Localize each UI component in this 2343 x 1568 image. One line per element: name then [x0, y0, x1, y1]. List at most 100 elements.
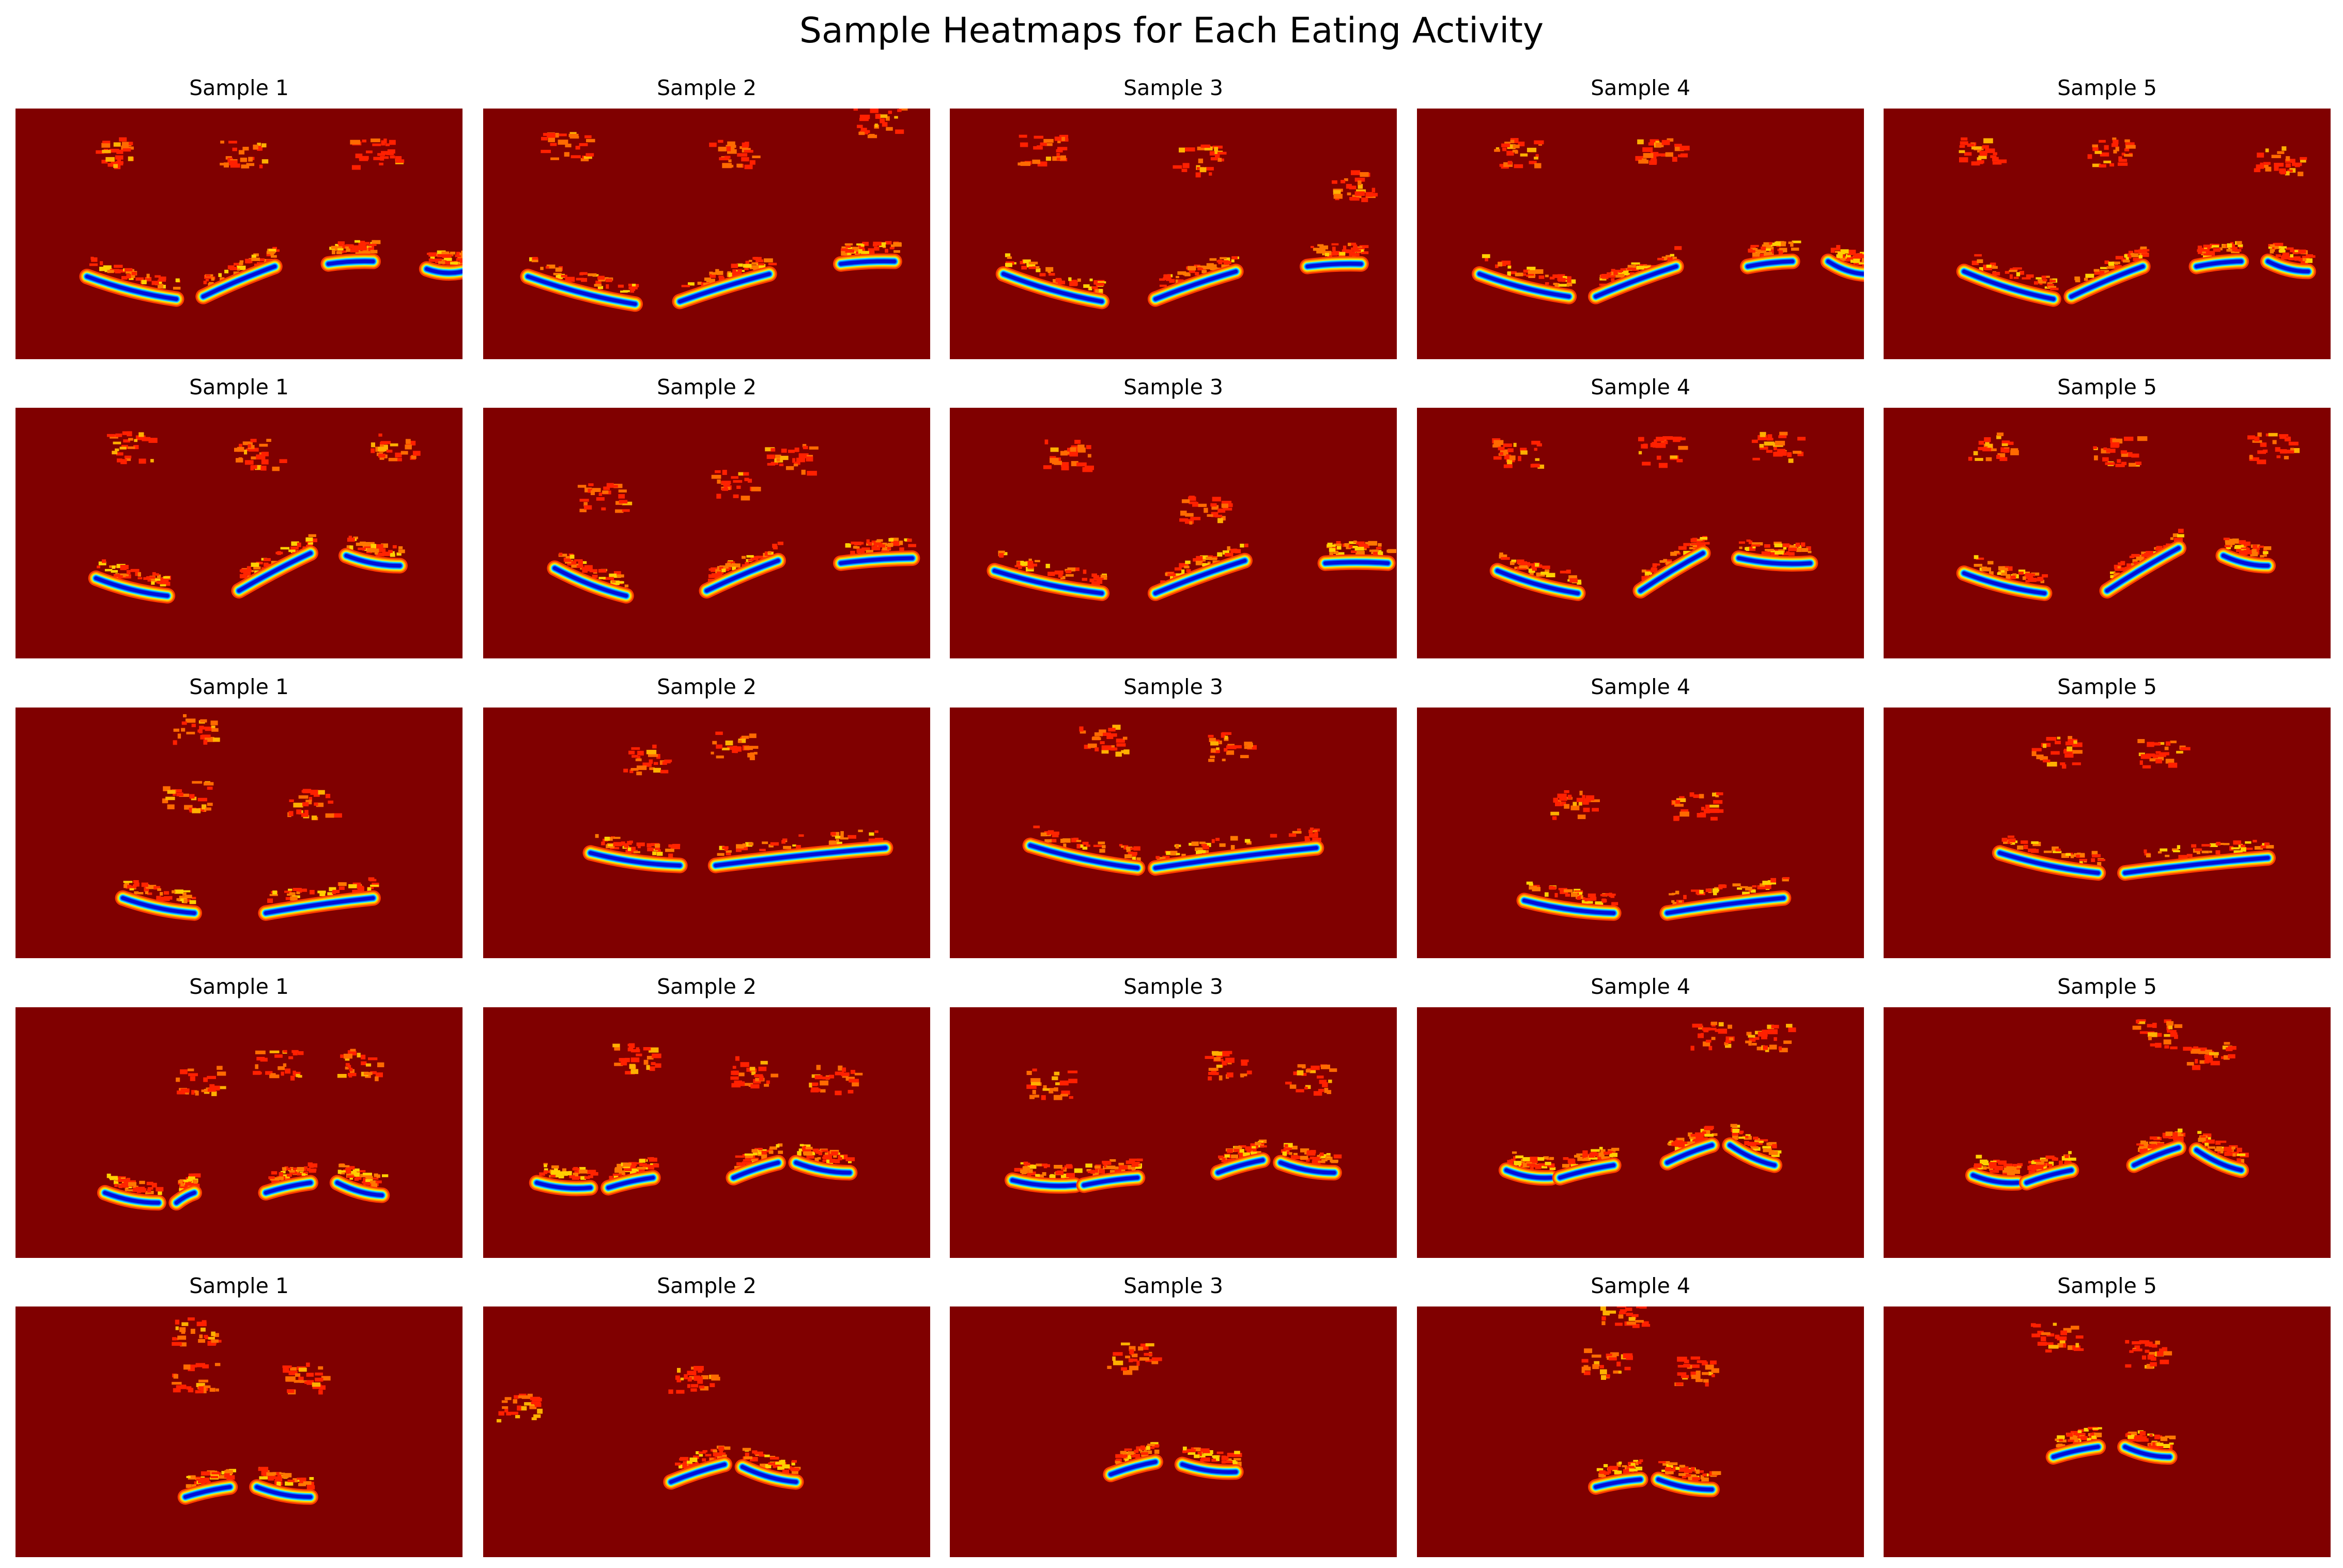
activation-blob	[1635, 138, 1690, 165]
activation-blob	[1638, 436, 1688, 468]
activation-band	[529, 1163, 598, 1196]
activation-band	[1210, 1140, 1271, 1181]
activation-band	[726, 1143, 786, 1186]
panel-title: Sample 1	[189, 75, 289, 100]
activation-blob	[711, 731, 759, 760]
heatmap-background	[1417, 708, 1864, 958]
activation-band	[1174, 1447, 1244, 1480]
heatmap-background	[1417, 1306, 1864, 1557]
heatmap-image	[483, 408, 930, 658]
activation-blob	[1079, 725, 1130, 757]
activation-blob	[176, 1066, 226, 1096]
activation-band	[1472, 254, 1577, 304]
activation-band	[1651, 1461, 1721, 1498]
heatmap-image	[950, 109, 1397, 359]
panel-title: Sample 2	[657, 75, 757, 100]
activation-blob	[497, 1393, 543, 1423]
panel-title: Sample 3	[1123, 75, 1223, 100]
panel-title: Sample 4	[1591, 75, 1690, 100]
activation-band	[1820, 245, 1864, 282]
activation-band	[1300, 242, 1369, 274]
activation-band	[115, 880, 202, 921]
activation-band	[168, 1173, 202, 1211]
activation-band	[1956, 555, 2053, 601]
heatmap-image	[1417, 408, 1864, 658]
activation-blob	[765, 444, 819, 476]
panel-title: Sample 4	[1591, 1273, 1690, 1298]
panel-title: Sample 3	[1123, 974, 1223, 999]
activation-blob	[96, 137, 134, 170]
heatmap-background	[483, 1306, 930, 1557]
heatmap-background	[483, 408, 930, 658]
heatmap-background	[483, 1007, 930, 1258]
activation-blob	[1179, 496, 1233, 525]
activation-blob	[1671, 792, 1724, 821]
activation-band	[329, 1163, 390, 1203]
activation-band	[1147, 827, 1324, 876]
activation-band	[1022, 825, 1146, 876]
heatmap-background	[950, 408, 1397, 658]
activation-band	[707, 829, 893, 873]
heatmap-background	[950, 1306, 1397, 1557]
activation-blob	[1492, 438, 1545, 469]
heatmap-background	[950, 1007, 1397, 1258]
activation-blob	[162, 781, 214, 813]
activation-blob	[668, 1366, 720, 1394]
heatmap-image	[1884, 408, 2331, 658]
activation-blob	[623, 744, 672, 776]
activation-blob	[2031, 1323, 2084, 1352]
activation-band	[79, 256, 184, 307]
activation-blob	[2247, 432, 2300, 465]
activation-band	[195, 247, 283, 304]
activation-band	[734, 1448, 804, 1490]
activation-band	[1273, 1143, 1342, 1181]
activation-band	[520, 257, 643, 312]
activation-blob	[2093, 436, 2148, 467]
panel-title: Sample 4	[1591, 974, 1690, 999]
panel-title: Sample 2	[657, 1273, 757, 1298]
heatmap-image	[483, 708, 930, 958]
heatmap-image	[1417, 708, 1864, 958]
activation-blob	[1690, 1021, 1735, 1051]
activation-band	[699, 542, 786, 599]
heatmap-background	[483, 109, 930, 359]
activation-blob	[2137, 739, 2191, 768]
activation-blob	[2254, 146, 2307, 176]
activation-band	[1632, 536, 1711, 599]
activation-band	[1489, 552, 1586, 601]
activation-blob	[1043, 439, 1094, 472]
panel-title: Sample 1	[189, 1273, 289, 1298]
activation-blob	[809, 1065, 863, 1096]
figure-title: Sample Heatmaps for Each Eating Activity	[799, 10, 1544, 51]
activation-band	[2117, 840, 2276, 881]
activation-band	[1147, 256, 1244, 307]
heatmap-image	[483, 1306, 930, 1557]
activation-blob	[350, 139, 405, 170]
activation-blob	[853, 109, 908, 139]
activation-band	[1317, 540, 1396, 571]
activation-band	[1516, 881, 1622, 921]
activation-band	[672, 257, 777, 310]
activation-band	[419, 250, 463, 281]
activation-blob	[106, 431, 158, 465]
activation-band	[249, 1467, 318, 1505]
heatmap-image	[16, 408, 463, 658]
heatmap-background	[16, 109, 463, 359]
panel-title: Sample 1	[189, 375, 289, 399]
activation-blob	[1600, 1306, 1651, 1328]
heatmap-image	[1417, 109, 1864, 359]
activation-band	[2117, 1430, 2178, 1465]
heatmap-image	[1884, 109, 2331, 359]
activation-blob	[730, 1056, 779, 1089]
activation-blob	[371, 433, 421, 462]
activation-band	[986, 550, 1110, 601]
activation-band	[1740, 240, 1801, 274]
activation-band	[788, 1144, 858, 1181]
activation-band	[97, 1173, 166, 1211]
heatmap-background	[950, 109, 1397, 359]
heatmap-image	[950, 1306, 1397, 1557]
activation-blob	[1205, 1051, 1252, 1081]
activation-band	[1103, 1442, 1163, 1482]
panel-title: Sample 5	[2057, 1273, 2157, 1298]
heatmap-background	[16, 1306, 463, 1557]
